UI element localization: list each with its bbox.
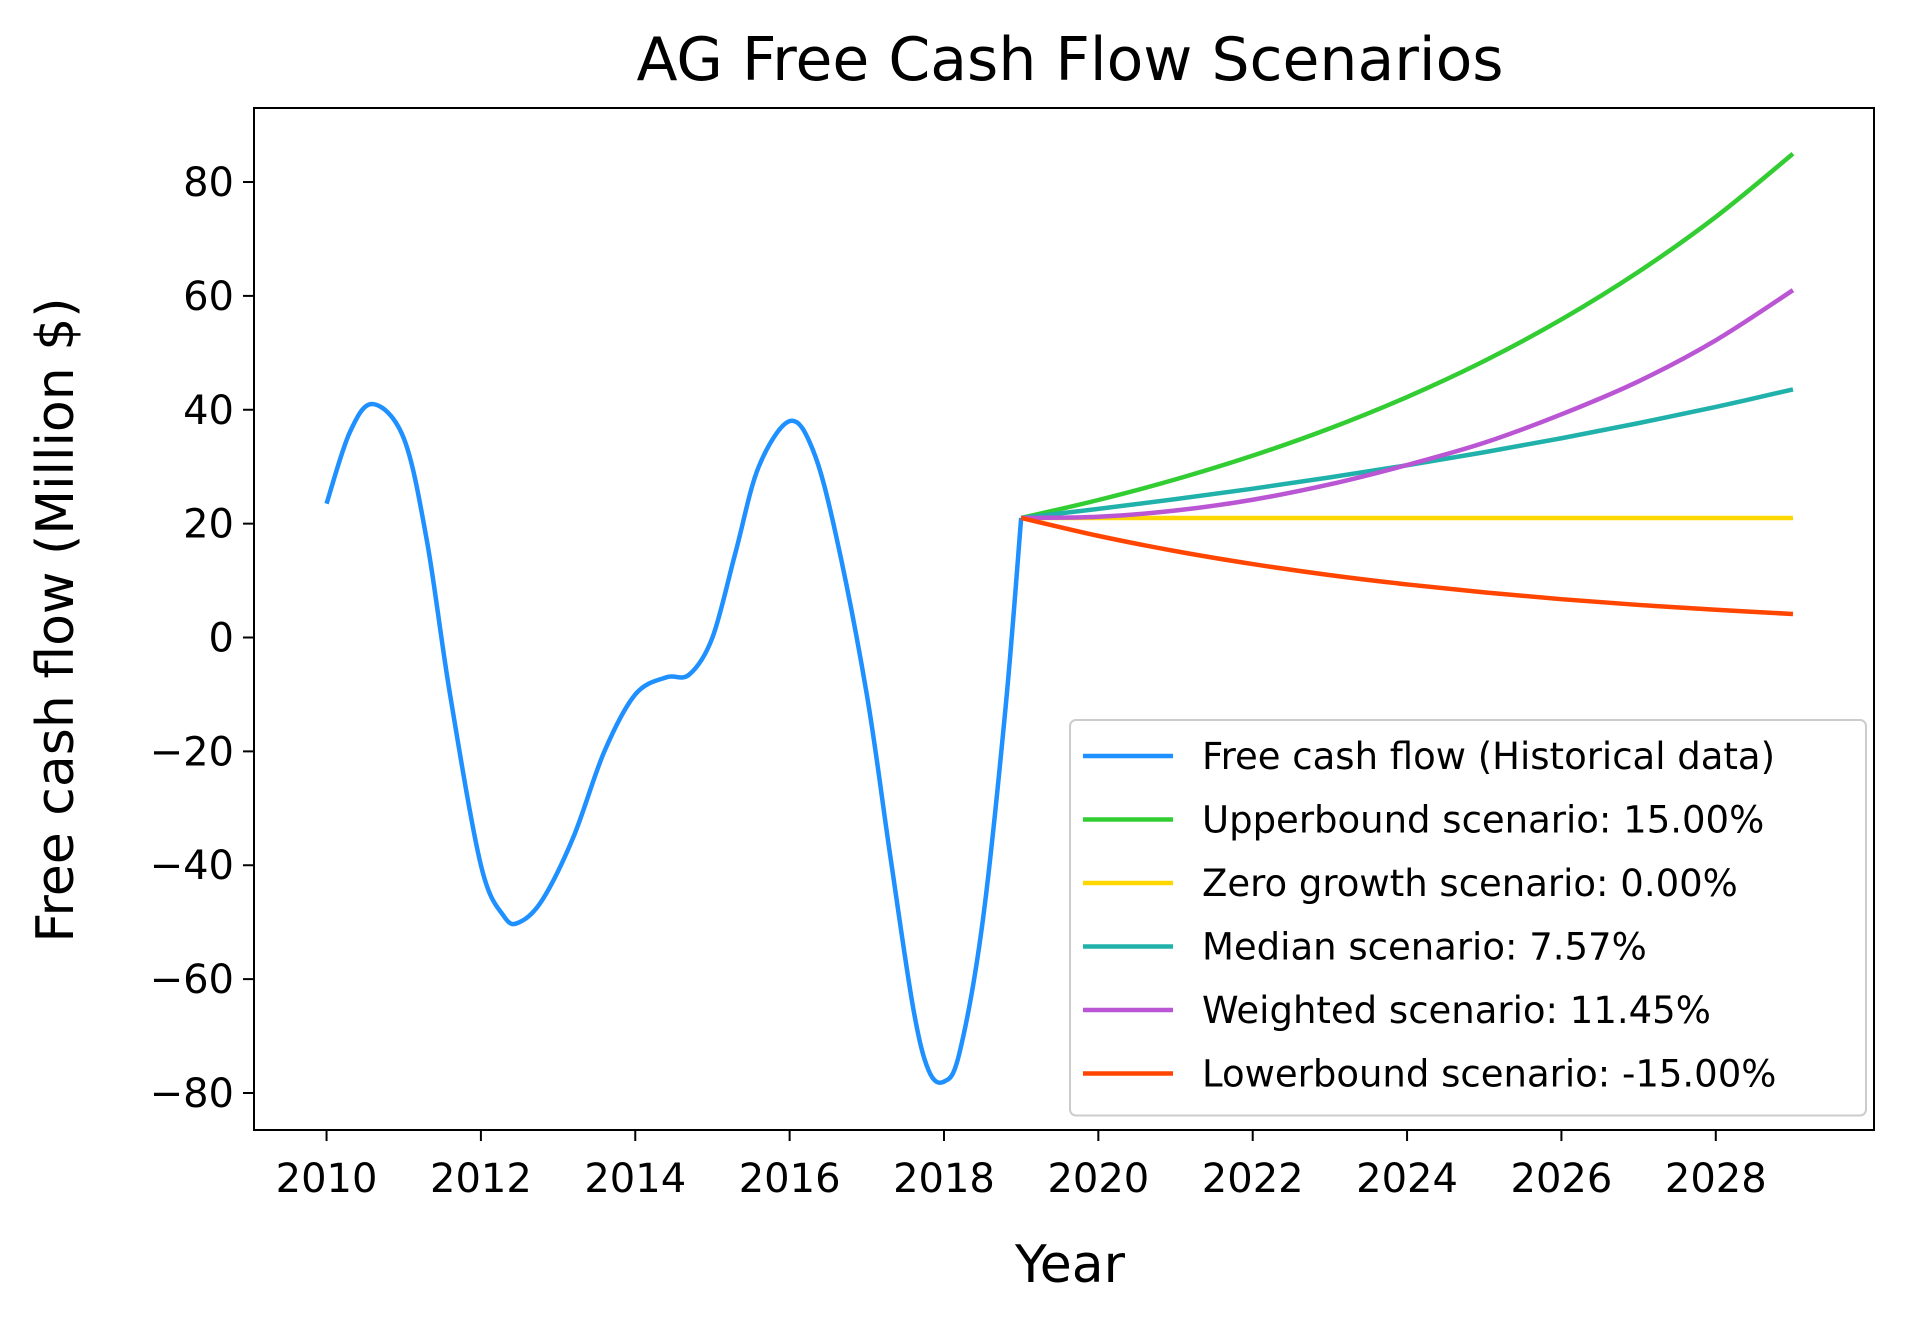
x-tick-label: 2018 [893,1156,995,1202]
x-axis-ticks: 2010 2012 2014 2016 2018 2020 2022 2024 2026 2028 [276,1130,1767,1202]
legend: Free cash flow (Historical data) Upperbou… [1069,719,1867,1117]
y-tick-label: 60 [183,274,234,320]
x-tick-label: 2028 [1665,1156,1767,1202]
legend-label: Free cash flow (Historical data) [1202,735,1775,778]
series-line-1 [324,401,1024,1085]
legend-box [1069,719,1867,1117]
legend-label: Upperbound scenario: 15.00% [1202,799,1764,842]
y-tick-label: −80 [150,1071,234,1117]
x-tick-label: 2024 [1356,1156,1458,1202]
x-tick-label: 2010 [276,1156,378,1202]
x-axis-title: Year [1014,1235,1126,1295]
legend-label: Lowerbound scenario: -15.00% [1202,1053,1776,1096]
x-tick-label: 2026 [1511,1156,1613,1202]
y-tick-label: −40 [150,843,234,889]
y-tick-label: −60 [150,957,234,1003]
legend-label: Weighted scenario: 11.45% [1202,989,1711,1032]
legend-label: Median scenario: 7.57% [1202,926,1647,969]
x-tick-label: 2016 [739,1156,841,1202]
y-tick-label: 40 [183,388,234,434]
y-tick-label: −20 [150,729,234,775]
plot-area [253,107,1875,1131]
x-tick-label: 2014 [584,1156,686,1202]
legend-label: Zero growth scenario: 0.00% [1202,862,1738,905]
series-line-2 [1020,152,1795,521]
x-tick-label: 2020 [1047,1156,1149,1202]
x-tick-label: 2022 [1202,1156,1304,1202]
series-line-5 [1021,288,1795,521]
y-axis-title: Free cash flow (Million $) [26,297,86,942]
plot-frame [253,107,1875,1131]
y-tick-label: 80 [183,160,234,206]
chart-title: AG Free Cash Flow Scenarios [636,25,1503,95]
series-line-6 [1020,515,1794,617]
series-layer [324,152,1795,1085]
y-tick-label: 20 [183,502,234,548]
y-tick-label: 0 [209,616,234,662]
x-tick-label: 2012 [430,1156,532,1202]
y-axis-ticks: −80 −60 −40 −20 0 20 40 60 80 [150,160,254,1117]
